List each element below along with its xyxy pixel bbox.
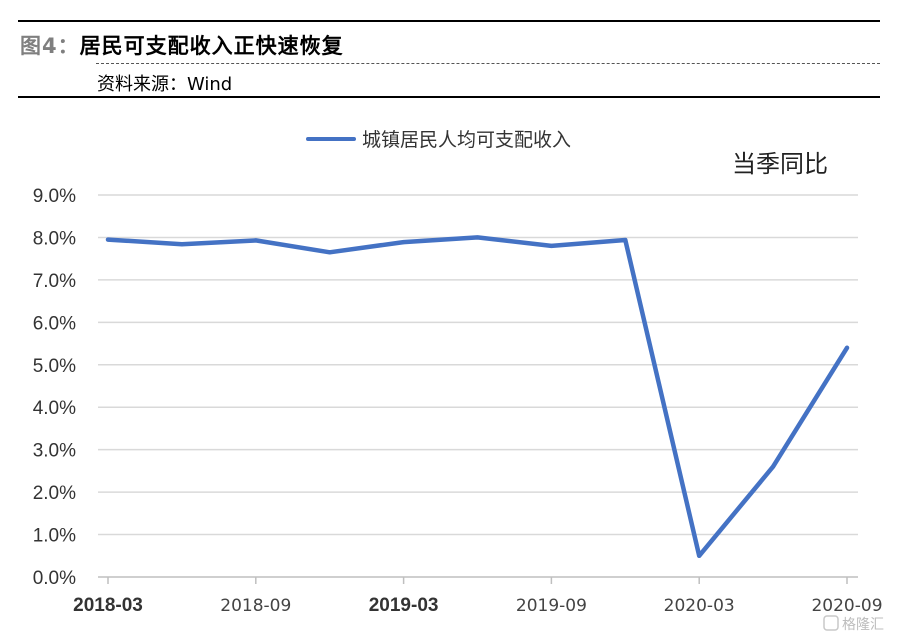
x-tick-label: 2020-03 [664, 596, 735, 616]
legend-label: 城镇居民人均可支配收入 [362, 129, 571, 151]
data-point [327, 250, 332, 255]
data-point [179, 242, 184, 247]
watermark-text: 格隆汇 [842, 617, 884, 633]
figure-title-text: 居民可支配收入正快速恢复 [79, 34, 344, 58]
chart-annotation: 当季同比 [732, 150, 828, 178]
series-line [105, 235, 850, 559]
top-rule [18, 20, 880, 22]
gridlines [98, 194, 858, 536]
y-tick-label: 7.0% [33, 271, 76, 292]
x-tick-label: 2018-09 [220, 596, 291, 616]
y-tick-label: 6.0% [33, 313, 76, 334]
header-bottom-rule [18, 96, 880, 98]
watermark: 格隆汇 [823, 615, 884, 633]
y-tick-label: 1.0% [33, 526, 76, 547]
x-tick-label: 2020-09 [811, 596, 882, 616]
data-point [549, 243, 554, 248]
watermark-logo-icon [823, 615, 839, 631]
figure-number: 图4： [20, 34, 80, 58]
x-tick-label: 2018-03 [73, 595, 143, 616]
source-note: 资料来源：Wind [97, 74, 233, 95]
y-tick-label: 9.0% [33, 186, 76, 207]
legend: 城镇居民人均可支配收入 [306, 129, 571, 151]
y-tick-label: 0.0% [33, 568, 76, 589]
data-point [106, 237, 110, 242]
y-tick-label: 8.0% [33, 228, 76, 249]
figure-title: 图4：居民可支配收入正快速恢复 [20, 30, 344, 60]
data-point [771, 464, 776, 469]
x-tick-label: 2019-03 [369, 595, 439, 616]
data-point [253, 238, 258, 243]
y-tick-label: 5.0% [33, 356, 76, 377]
x-axis: 2018-03 2018-09 2019-03 2019-09 2020-03 2020-… [73, 576, 883, 616]
data-point [845, 345, 849, 350]
y-tick-label: 3.0% [33, 441, 76, 462]
y-axis-ticks: 0.0% 1.0% 2.0% 3.0% 4.0% 5.0% 6.0% 7.0% 8.0% 9.0% [33, 186, 76, 589]
x-tick-label: 2019-09 [516, 596, 587, 616]
data-point [475, 235, 480, 240]
dotted-divider [96, 63, 880, 64]
data-point [623, 237, 628, 242]
plot-area [105, 235, 850, 559]
y-tick-label: 4.0% [33, 398, 76, 419]
data-point [401, 240, 406, 245]
y-tick-label: 2.0% [33, 483, 76, 504]
data-point [697, 553, 702, 558]
